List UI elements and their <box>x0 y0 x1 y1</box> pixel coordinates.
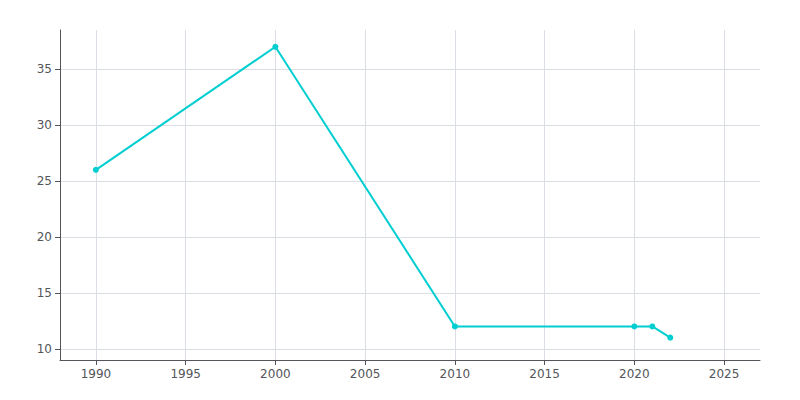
svg-text:10: 10 <box>37 342 52 356</box>
svg-text:1990: 1990 <box>81 367 112 381</box>
svg-text:30: 30 <box>37 118 52 132</box>
svg-text:2010: 2010 <box>440 367 471 381</box>
svg-text:1995: 1995 <box>170 367 201 381</box>
svg-text:20: 20 <box>37 230 52 244</box>
svg-text:2015: 2015 <box>529 367 560 381</box>
svg-text:2020: 2020 <box>619 367 650 381</box>
svg-text:2000: 2000 <box>260 367 291 381</box>
svg-text:35: 35 <box>37 62 52 76</box>
svg-text:25: 25 <box>37 174 52 188</box>
svg-text:15: 15 <box>37 286 52 300</box>
svg-text:2005: 2005 <box>350 367 381 381</box>
svg-text:2025: 2025 <box>709 367 740 381</box>
